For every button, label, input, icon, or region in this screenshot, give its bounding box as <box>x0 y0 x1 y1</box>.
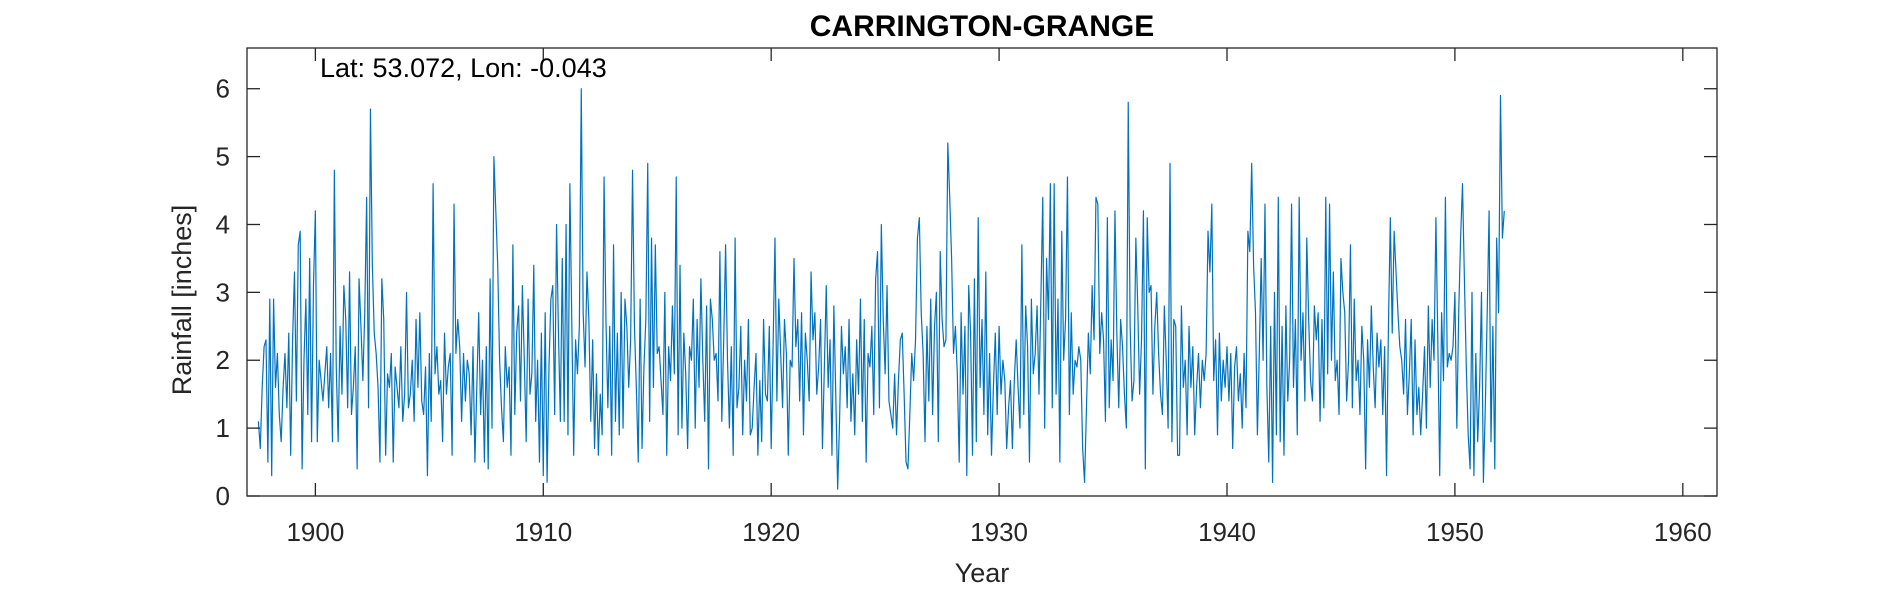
x-axis-label: Year <box>955 558 1010 588</box>
plot-area: 1900 1910 1920 1930 1940 1950 1960 0 1 2 3 4 5 6 <box>216 47 1718 547</box>
tick-layer: 1900 1910 1920 1930 1940 1950 1960 0 1 2 3 4 5 6 <box>216 48 1717 547</box>
y-tick-label: 2 <box>216 345 230 375</box>
x-tick-label: 1900 <box>286 517 344 547</box>
series-layer <box>257 88 1505 490</box>
y-tick-label: 5 <box>216 142 230 172</box>
series-line-0 <box>257 88 1505 490</box>
y-tick-label: 0 <box>216 481 230 511</box>
x-tick-label: 1910 <box>514 517 572 547</box>
x-tick-label: 1940 <box>1198 517 1256 547</box>
y-tick-label: 4 <box>216 209 230 239</box>
y-tick-label: 1 <box>216 413 230 443</box>
y-tick-label: 6 <box>216 74 230 104</box>
x-tick-label: 1960 <box>1654 517 1712 547</box>
x-tick-label: 1930 <box>970 517 1028 547</box>
chart-title: CARRINGTON-GRANGE <box>810 10 1154 43</box>
location-annotation: Lat: 53.072, Lon: -0.043 <box>320 53 607 83</box>
x-tick-label: 1950 <box>1426 517 1484 547</box>
x-tick-label: 1920 <box>742 517 800 547</box>
y-axis-label: Rainfall [inches] <box>167 205 197 396</box>
y-tick-label: 3 <box>216 277 230 307</box>
